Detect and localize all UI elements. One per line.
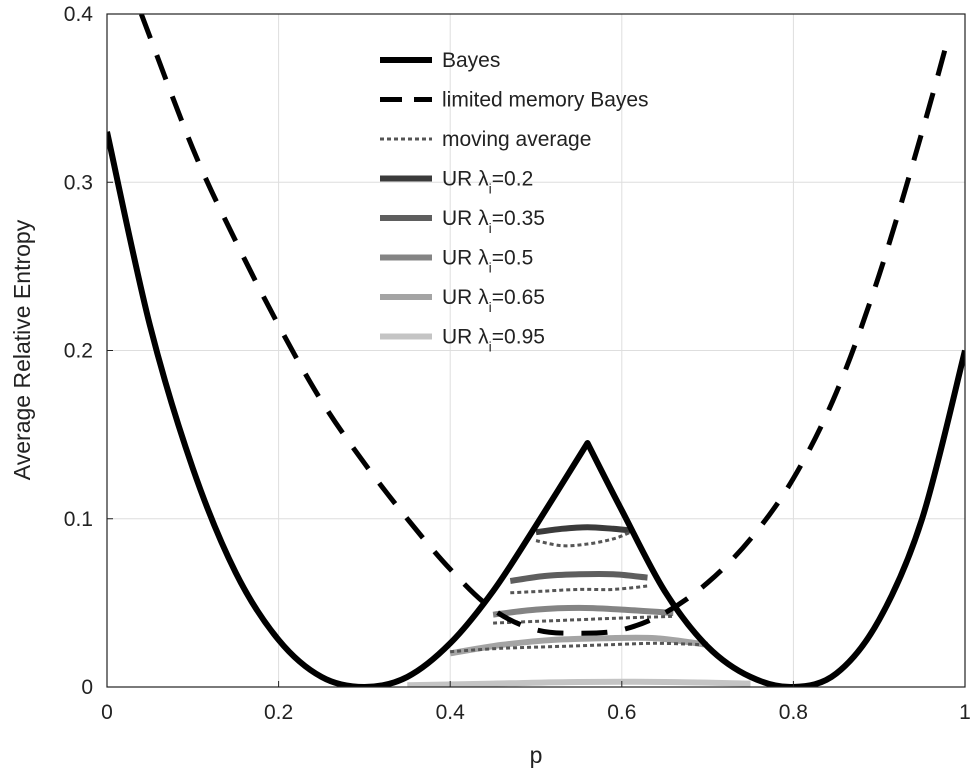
x-tick-label: 0.6 bbox=[607, 701, 636, 724]
legend-label: limited memory Bayes bbox=[442, 89, 649, 112]
legend: Bayes limited memory Bayes moving average U… bbox=[380, 49, 649, 355]
legend-label: moving average bbox=[442, 128, 591, 151]
y-tick-label: 0.2 bbox=[64, 340, 93, 363]
x-tick-label: 0.4 bbox=[436, 701, 466, 724]
x-tick-label: 1 bbox=[959, 701, 971, 724]
x-tick-label: 0.2 bbox=[264, 701, 293, 724]
legend-label: UR λi=0.95 bbox=[442, 326, 545, 355]
legend-label: Bayes bbox=[442, 49, 500, 72]
series-layer bbox=[107, 14, 965, 687]
series-line-limited-memory-bayes bbox=[138, 14, 951, 636]
y-tick-label: 0.3 bbox=[64, 171, 93, 194]
series-line-ur-i-0-2 bbox=[535, 524, 631, 536]
legend-label: UR λi=0.2 bbox=[442, 168, 533, 197]
series-line-bayes bbox=[107, 131, 965, 687]
y-axis-title: Average Relative Entropy bbox=[9, 219, 35, 480]
x-tick-label: 0.8 bbox=[779, 701, 808, 724]
series-line-moving-average bbox=[510, 584, 648, 595]
y-tick-label: 0 bbox=[81, 676, 93, 699]
y-tick-label: 0.4 bbox=[64, 3, 94, 26]
legend-label: UR λi=0.5 bbox=[442, 247, 533, 276]
legend-label: UR λi=0.35 bbox=[442, 207, 545, 236]
series-line-moving-average bbox=[493, 614, 674, 625]
y-tick-label: 0.1 bbox=[64, 508, 93, 531]
x-tick-label: 0 bbox=[101, 701, 113, 724]
series-line-ur-i-0-95 bbox=[407, 678, 751, 687]
series-line-moving-average bbox=[535, 530, 631, 548]
series-line-ur-i-0-65 bbox=[449, 634, 708, 657]
x-axis-title: p bbox=[530, 742, 543, 768]
series-line-ur-i-0-35 bbox=[509, 570, 648, 584]
legend-label: UR λi=0.65 bbox=[442, 286, 545, 315]
series-line-moving-average bbox=[450, 641, 708, 654]
grid bbox=[106, 13, 966, 688]
ticks: 0 0.2 0.4 0.6 0.8 1 0 0.1 0.2 0.3 0.4 bbox=[64, 3, 971, 724]
series-line-ur-i-0-5 bbox=[492, 604, 674, 618]
